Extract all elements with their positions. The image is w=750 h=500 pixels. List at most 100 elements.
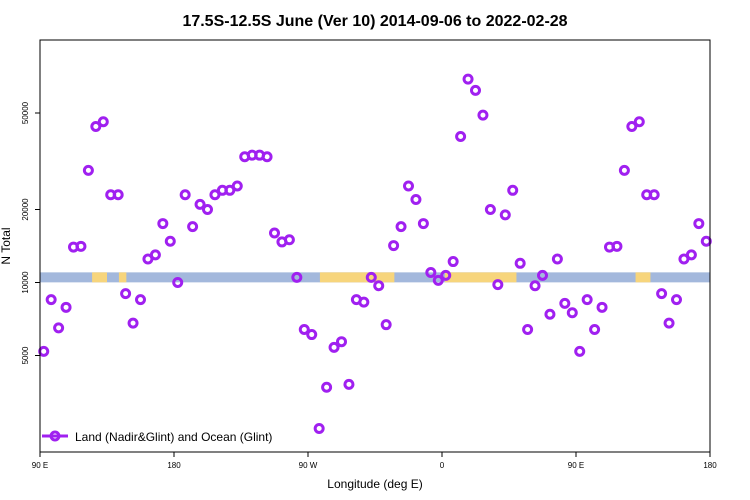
data-point xyxy=(633,116,645,128)
data-point xyxy=(574,345,586,357)
data-point xyxy=(514,257,526,269)
data-point xyxy=(410,193,422,205)
data-point xyxy=(648,189,660,201)
data-point xyxy=(135,294,146,306)
data-point xyxy=(82,164,94,176)
data-point xyxy=(470,84,481,96)
data-point xyxy=(700,235,712,247)
chart-title: 17.5S-12.5S June (Ver 10) 2014-09-06 to … xyxy=(182,13,567,30)
data-point xyxy=(328,341,340,353)
x-tick-label: 0 xyxy=(440,461,445,470)
land-band-segment xyxy=(92,272,107,283)
data-point xyxy=(685,249,697,261)
data-point xyxy=(373,280,385,292)
data-point xyxy=(261,151,273,163)
data-point xyxy=(611,240,623,252)
data-point xyxy=(365,271,377,283)
data-point xyxy=(53,322,65,334)
data-point xyxy=(596,301,608,313)
data-point xyxy=(626,120,638,132)
land-band-segment xyxy=(635,272,651,283)
data-point xyxy=(38,345,50,357)
data-point xyxy=(269,227,280,239)
data-point xyxy=(112,189,124,201)
legend: Land (Nadir&Glint) and Ocean (Glint) xyxy=(42,430,272,444)
data-point xyxy=(529,280,541,292)
data-point xyxy=(477,109,489,121)
data-point xyxy=(618,164,630,176)
data-point xyxy=(566,307,578,319)
x-axis-label: Longitude (deg E) xyxy=(327,477,422,491)
data-point xyxy=(90,120,102,132)
data-point xyxy=(447,256,459,268)
data-point xyxy=(291,271,303,283)
data-point xyxy=(157,218,169,230)
data-point xyxy=(462,73,474,85)
data-point xyxy=(537,269,548,281)
data-point xyxy=(671,294,682,306)
data-point xyxy=(693,218,705,230)
data-point xyxy=(403,180,414,192)
data-point xyxy=(283,234,295,246)
land-band-segment xyxy=(444,272,517,283)
data-point xyxy=(172,276,184,288)
land-band-segment xyxy=(319,272,395,283)
data-point xyxy=(358,296,370,308)
data-point xyxy=(97,116,109,128)
data-point xyxy=(455,131,467,143)
data-point xyxy=(484,204,496,216)
data-point xyxy=(380,319,392,331)
data-point xyxy=(321,381,333,393)
data-point xyxy=(395,221,407,233)
data-point xyxy=(343,378,355,390)
data-point xyxy=(551,253,563,265)
y-axis: 5000 10000 20000 50000 xyxy=(21,101,40,364)
data-point xyxy=(425,266,437,278)
data-point xyxy=(149,249,161,261)
data-point xyxy=(202,204,213,216)
data-point xyxy=(388,240,400,252)
data-point xyxy=(417,218,429,230)
data-point xyxy=(507,184,519,196)
y-tick-label: 20000 xyxy=(21,198,30,221)
data-point xyxy=(120,288,132,300)
plot-frame xyxy=(39,39,711,453)
data-point xyxy=(164,235,176,247)
data-point xyxy=(313,422,325,434)
data-point xyxy=(499,209,511,221)
legend-marker xyxy=(49,430,61,442)
x-tick-label: 180 xyxy=(167,461,181,470)
x-axis: 90 E 180 90 W 0 90 E 180 xyxy=(32,452,717,470)
data-point xyxy=(492,279,504,291)
data-point xyxy=(440,269,452,281)
data-point xyxy=(75,240,87,252)
data-point xyxy=(187,221,199,233)
data-point xyxy=(589,324,601,336)
y-tick-label: 10000 xyxy=(21,271,30,294)
data-point xyxy=(60,301,72,313)
data-point xyxy=(194,198,206,210)
data-point xyxy=(45,294,57,306)
y-tick-label: 5000 xyxy=(21,346,30,364)
data-point xyxy=(522,324,534,336)
land-band-segment xyxy=(118,272,127,283)
data-point xyxy=(231,180,243,192)
data-point xyxy=(298,324,310,336)
x-tick-label: 90 E xyxy=(32,461,48,470)
data-point xyxy=(209,189,221,201)
x-tick-label: 180 xyxy=(703,461,717,470)
y-axis-label: N Total xyxy=(0,227,13,264)
x-tick-label: 90 W xyxy=(299,461,318,470)
data-point xyxy=(306,329,318,341)
data-point xyxy=(559,297,571,309)
x-tick-label: 90 E xyxy=(568,461,584,470)
data-point xyxy=(432,274,444,286)
data-point xyxy=(544,308,556,320)
y-tick-label: 50000 xyxy=(21,101,30,124)
data-point xyxy=(581,294,593,306)
data-point xyxy=(179,189,191,201)
data-point xyxy=(127,317,139,329)
data-point xyxy=(656,288,668,300)
data-point xyxy=(663,317,675,329)
